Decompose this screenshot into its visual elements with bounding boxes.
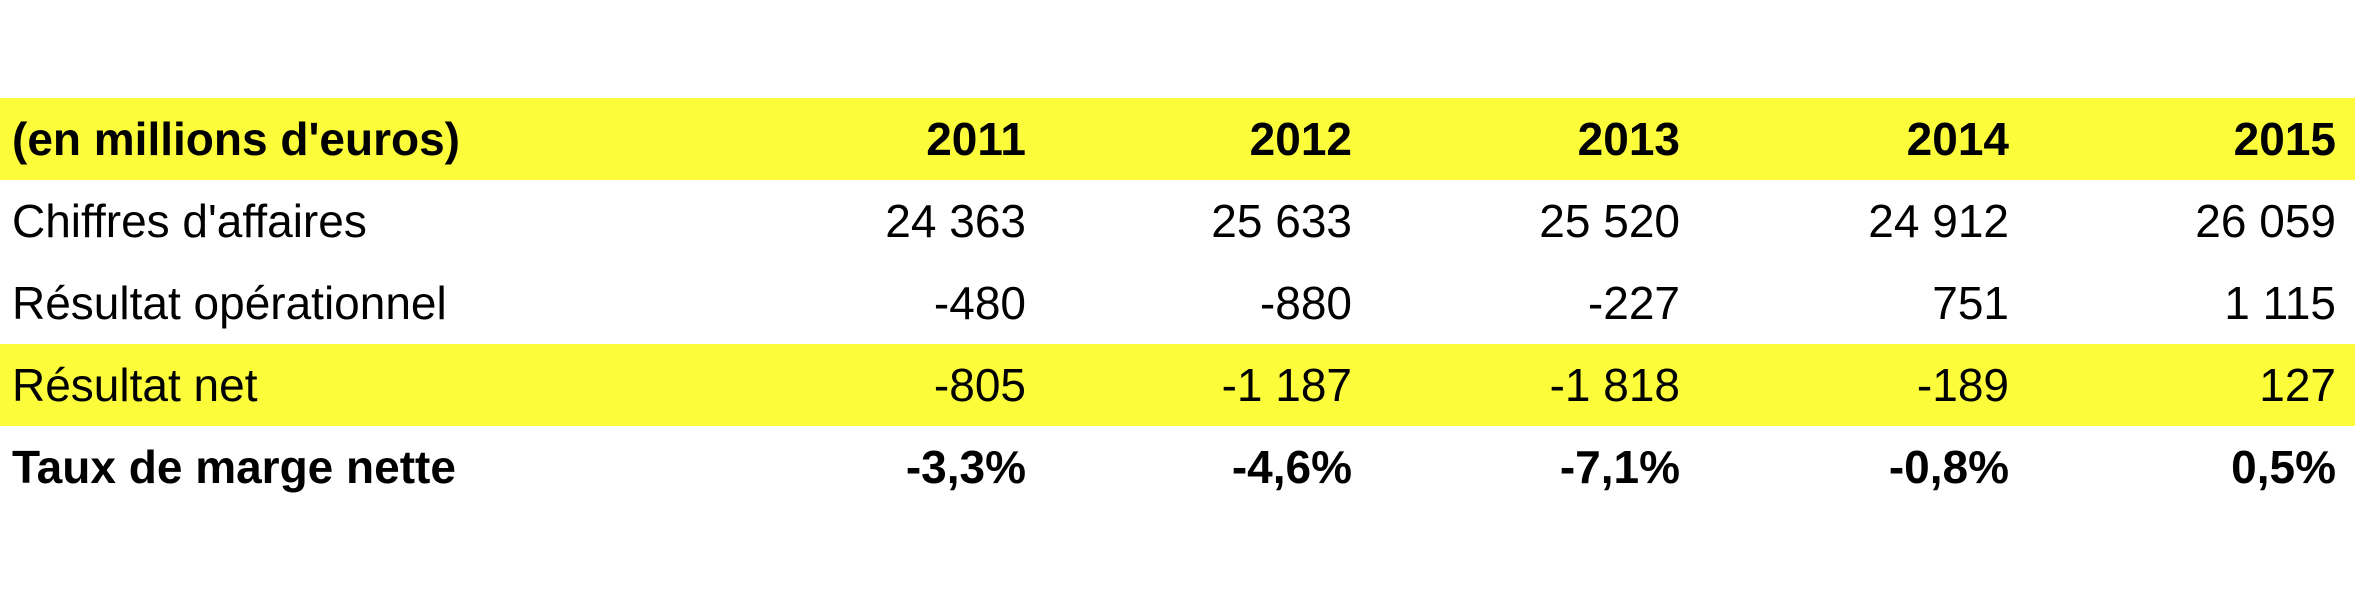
value-cell: 127 — [2259, 359, 2336, 411]
value-cell: 25 520 — [1539, 195, 1680, 247]
value-cell: -0,8% — [1888, 441, 2009, 493]
value-cell: -1 187 — [1221, 359, 1352, 411]
header-label: (en millions d'euros) — [12, 113, 460, 165]
row-label: Chiffres d'affaires — [12, 195, 367, 247]
value-cell: -480 — [933, 277, 1026, 329]
value-cell: -4,6% — [1231, 441, 1352, 493]
value-cell: -3,3% — [905, 441, 1026, 493]
value-cell: 751 — [1932, 277, 2009, 329]
row-label: Résultat opérationnel — [12, 277, 447, 329]
value-cell: -189 — [1916, 359, 2009, 411]
header-row: (en millions d'euros) 2011 2012 2013 2014 201… — [0, 98, 2355, 180]
row-label: Taux de marge nette — [12, 441, 456, 493]
value-cell: -7,1% — [1559, 441, 1680, 493]
value-cell: -880 — [1259, 277, 1352, 329]
year-header: 2015 — [2233, 113, 2336, 165]
year-header: 2012 — [1249, 113, 1352, 165]
value-cell: 0,5% — [2231, 441, 2336, 493]
value-cell: 24 912 — [1868, 195, 2009, 247]
table: (en millions d'euros) 2011 2012 2013 2014 201… — [0, 98, 2355, 508]
value-cell: 26 059 — [2195, 195, 2336, 247]
value-cell: -227 — [1587, 277, 1680, 329]
table-row: Taux de marge nette -3,3% -4,6% -7,1% -0,8% 0… — [0, 426, 2355, 508]
table-row: Chiffres d'affaires 24 363 25 633 25 520 24 … — [0, 180, 2355, 262]
table-row: Résultat net -805 -1 187 -1 818 -189 127 — [0, 344, 2355, 426]
row-label: Résultat net — [12, 359, 258, 411]
value-cell: 24 363 — [885, 195, 1026, 247]
table-row: Résultat opérationnel -480 -880 -227 751 1 11… — [0, 262, 2355, 344]
value-cell: -805 — [933, 359, 1026, 411]
year-header: 2013 — [1577, 113, 1680, 165]
value-cell: 25 633 — [1211, 195, 1352, 247]
value-cell: -1 818 — [1549, 359, 1680, 411]
year-header: 2014 — [1906, 113, 2009, 165]
value-cell: 1 115 — [2224, 277, 2336, 329]
year-header: 2011 — [926, 113, 1026, 165]
